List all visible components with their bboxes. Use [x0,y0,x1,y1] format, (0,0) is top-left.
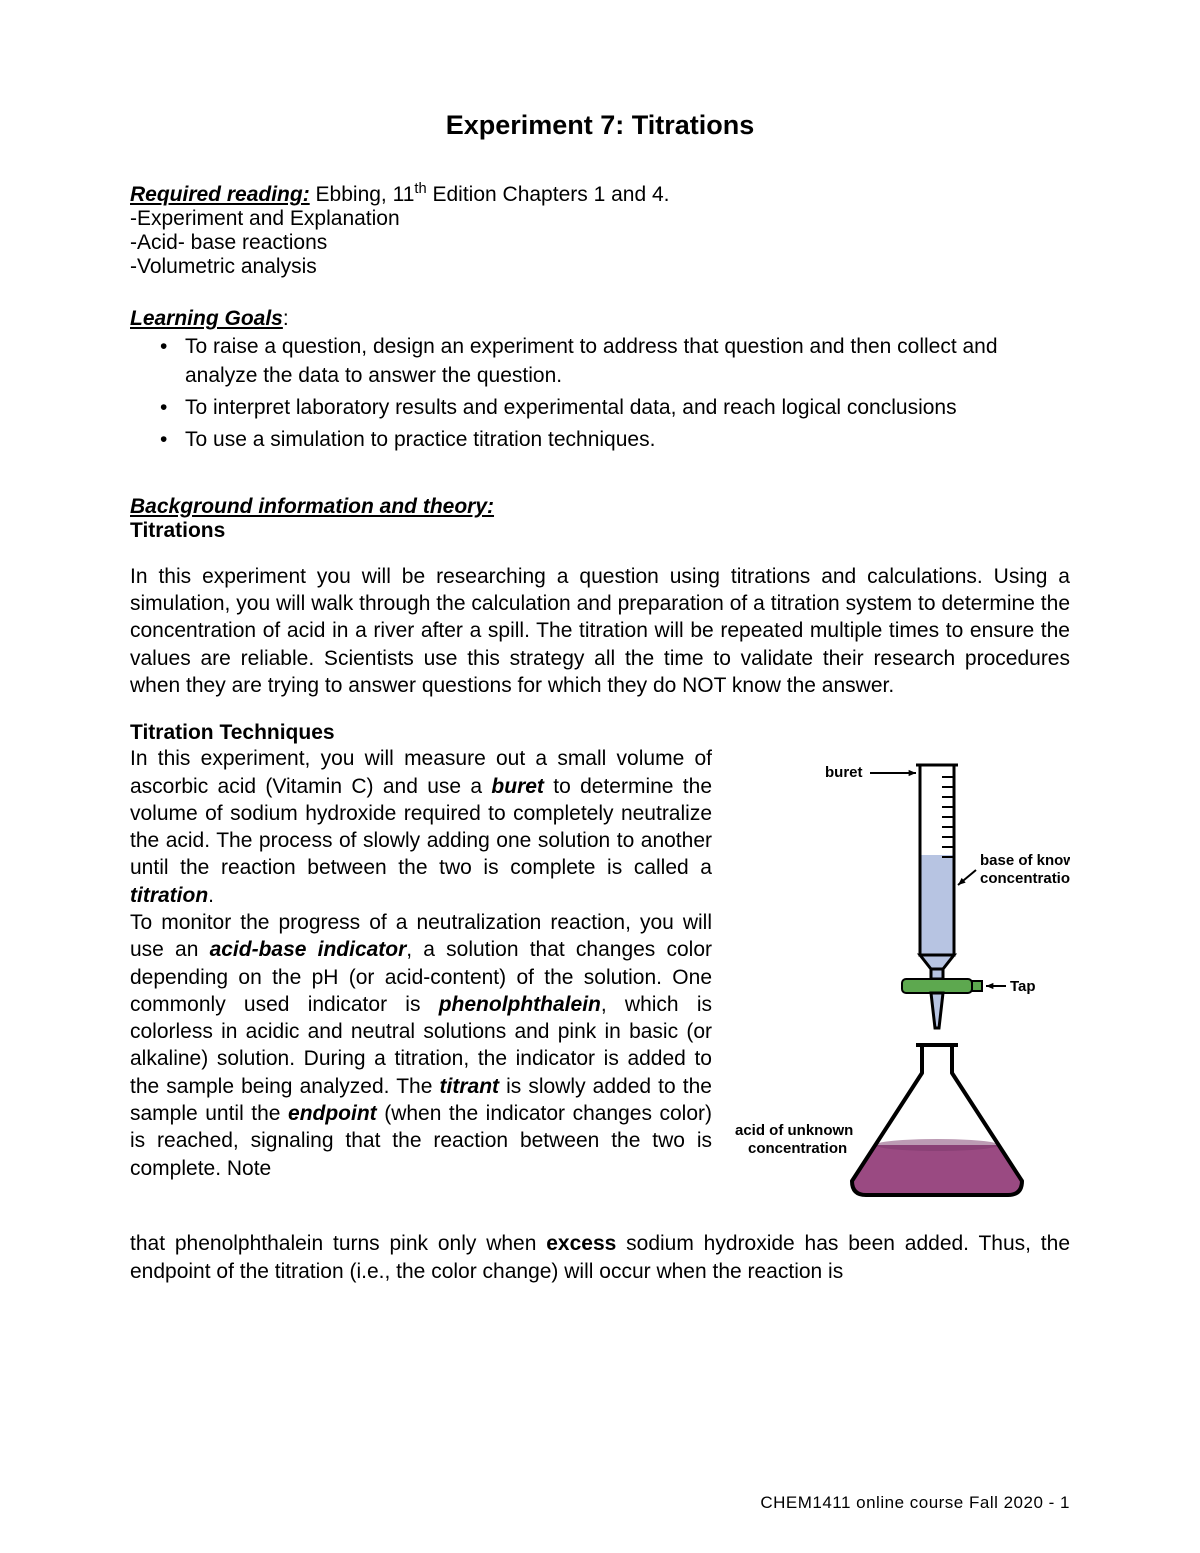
titration-svg: buretbase of knownconcentrationTapacid o… [730,745,1070,1225]
goal-item-1: To raise a question, design an experimen… [130,333,1070,390]
background-heading: Background information and theory: [130,495,1070,519]
svg-text:base of known: base of known [980,852,1070,869]
background-section: Background information and theory: Titra… [130,495,1070,1285]
required-reading-sup: th [414,181,426,197]
term-buret: buret [491,775,544,798]
term-phenolphthalein: phenolphthalein [439,993,601,1016]
learning-goals-section: Learning Goals: To raise a question, des… [130,305,1070,455]
goal-item-3: To use a simulation to practice titratio… [130,426,1070,454]
techniques-para3: To monitor the progress of a neutralizat… [130,909,712,1182]
reading-item-2: -Acid- base reactions [130,231,1070,255]
page-title: Experiment 7: Titrations [130,110,1070,141]
required-reading-text2: Edition Chapters 1 and 4. [427,183,670,206]
svg-text:acid of unknown: acid of unknown [735,1122,853,1139]
term-titrant: titrant [440,1075,500,1098]
techniques-para3-tail: that phenolphthalein turns pink only whe… [130,1230,1070,1285]
required-reading-section: Required reading: Ebbing, 11th Edition C… [130,181,1070,279]
techniques-text-column: In this experiment, you will measure out… [130,745,712,1230]
term-endpoint: endpoint [288,1102,377,1125]
techniques-subhead: Titration Techniques [130,721,1070,745]
learning-goals-label: Learning Goals [130,307,283,330]
reading-item-3: -Volumetric analysis [130,255,1070,279]
term-excess: excess [546,1232,616,1255]
svg-text:Tap: Tap [1010,978,1036,995]
p3tail-t1: that phenolphthalein turns pink only whe… [130,1232,546,1255]
learning-goals-list: To raise a question, design an experimen… [130,333,1070,454]
titration-figure: buretbase of knownconcentrationTapacid o… [730,745,1070,1230]
term-titration: titration [130,884,208,907]
techniques-para2: In this experiment, you will measure out… [130,745,712,909]
titrations-subhead: Titrations [130,519,1070,543]
svg-text:concentration: concentration [748,1140,847,1157]
svg-text:buret: buret [825,764,863,781]
goal-item-2: To interpret laboratory results and expe… [130,394,1070,422]
learning-goals-colon: : [283,307,289,330]
term-indicator: acid-base indicator [210,938,407,961]
background-para1: In this experiment you will be researchi… [130,563,1070,699]
required-reading-line: Required reading: Ebbing, 11th Edition C… [130,181,1070,207]
svg-text:concentration: concentration [980,870,1070,887]
p2-t3: . [208,884,214,907]
page-footer: CHEM1411 online course Fall 2020 - 1 [760,1493,1070,1513]
two-column-row: In this experiment, you will measure out… [130,745,1070,1230]
required-reading-text1: Ebbing, 11 [310,183,415,206]
reading-item-1: -Experiment and Explanation [130,207,1070,231]
required-reading-label: Required reading: [130,183,310,206]
learning-goals-heading-line: Learning Goals: [130,305,1070,333]
